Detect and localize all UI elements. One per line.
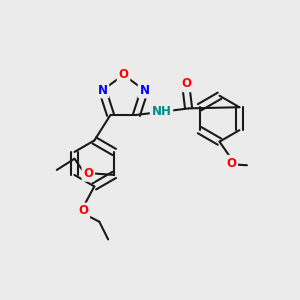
Text: O: O xyxy=(226,157,236,170)
Text: N: N xyxy=(140,84,149,97)
Text: NH: NH xyxy=(152,105,171,119)
Text: N: N xyxy=(98,84,107,97)
Text: O: O xyxy=(78,204,88,218)
Text: O: O xyxy=(118,68,128,81)
Text: O: O xyxy=(83,167,93,180)
Text: O: O xyxy=(181,77,191,90)
